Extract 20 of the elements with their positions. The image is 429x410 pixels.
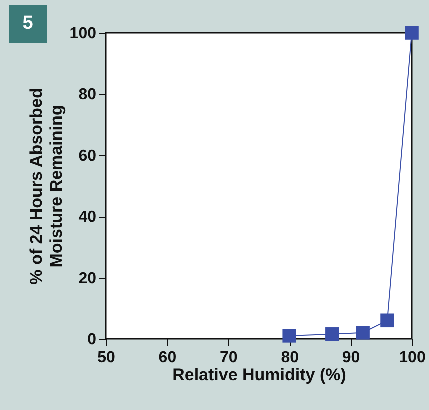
point: [380, 314, 394, 328]
x-tick-label: 70: [220, 350, 238, 366]
y-tick-label: 20: [78, 270, 97, 288]
x-tick-label: 50: [98, 350, 116, 366]
point: [405, 26, 419, 40]
point: [356, 326, 370, 340]
y-tick-label: 80: [78, 86, 97, 104]
y-tick-label: 100: [70, 26, 97, 42]
text: 5: [9, 5, 47, 43]
point: [282, 329, 296, 343]
y-tick-label: 40: [78, 209, 97, 226]
x-tick-label: 100: [399, 350, 426, 366]
y-tick-label: 60: [78, 148, 97, 165]
x-tick-label: 90: [342, 350, 360, 366]
y-axis-title: % of 24 Hours Absorbed Moisture Remaining: [26, 88, 66, 285]
x-tick-label: 60: [158, 350, 177, 366]
x-tick-label: 80: [281, 350, 300, 366]
x-axis-title: Relative Humidity (%): [172, 366, 346, 384]
point: [326, 328, 340, 342]
y-tick-label: 0: [88, 332, 97, 348]
